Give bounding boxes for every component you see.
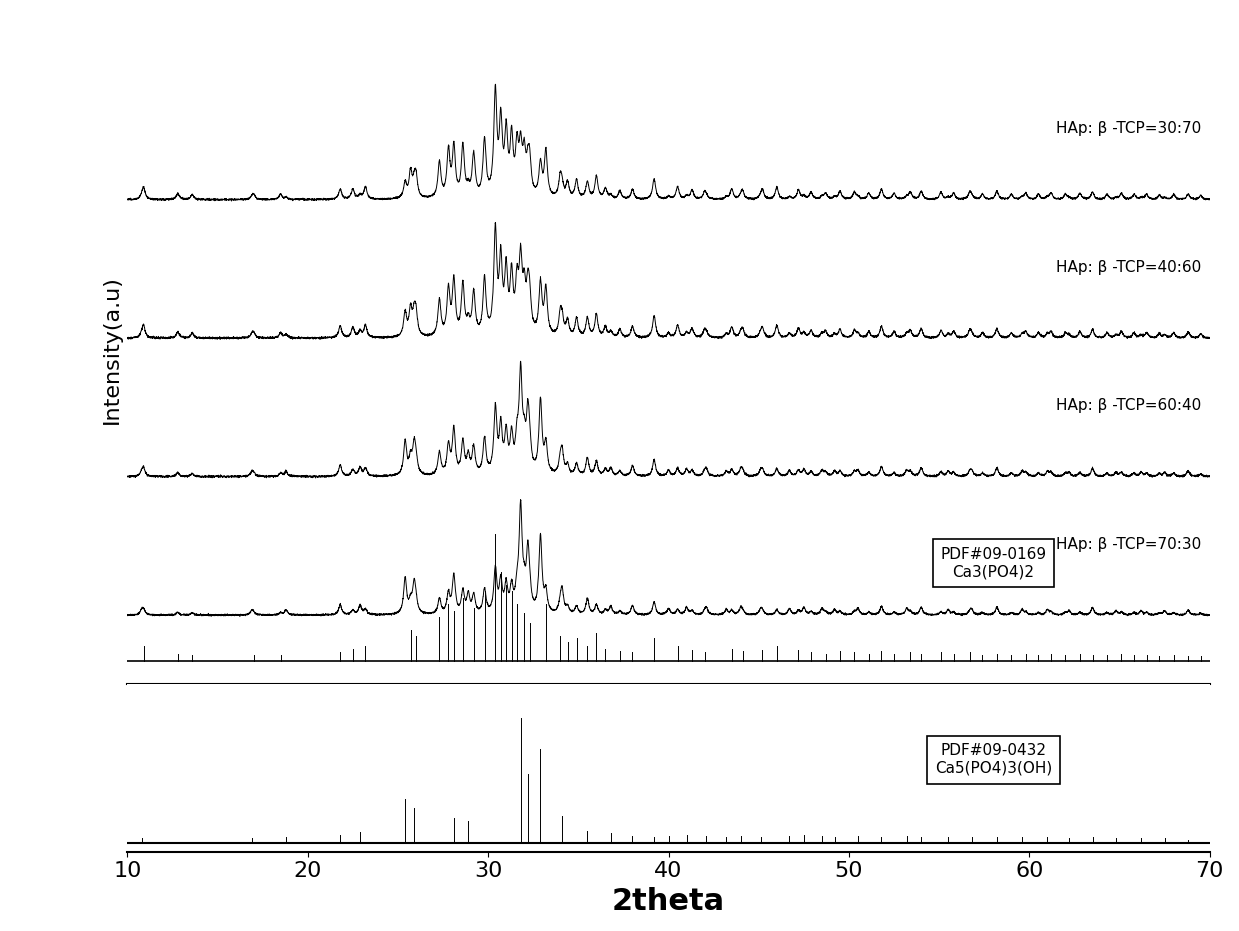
Text: PDF#09-0169
Ca3(PO4)2: PDF#09-0169 Ca3(PO4)2: [940, 547, 1047, 579]
X-axis label: 2theta: 2theta: [612, 887, 725, 916]
Text: HAp: β -TCP=30:70: HAp: β -TCP=30:70: [1056, 121, 1201, 136]
Text: HAp: β -TCP=40:60: HAp: β -TCP=40:60: [1056, 260, 1201, 275]
Y-axis label: Intensity(a.u): Intensity(a.u): [102, 276, 121, 425]
Text: HAp: β -TCP=70:30: HAp: β -TCP=70:30: [1056, 536, 1201, 552]
Text: HAp: β -TCP=60:40: HAp: β -TCP=60:40: [1056, 398, 1201, 413]
Text: PDF#09-0432
Ca5(PO4)3(OH): PDF#09-0432 Ca5(PO4)3(OH): [934, 744, 1052, 776]
